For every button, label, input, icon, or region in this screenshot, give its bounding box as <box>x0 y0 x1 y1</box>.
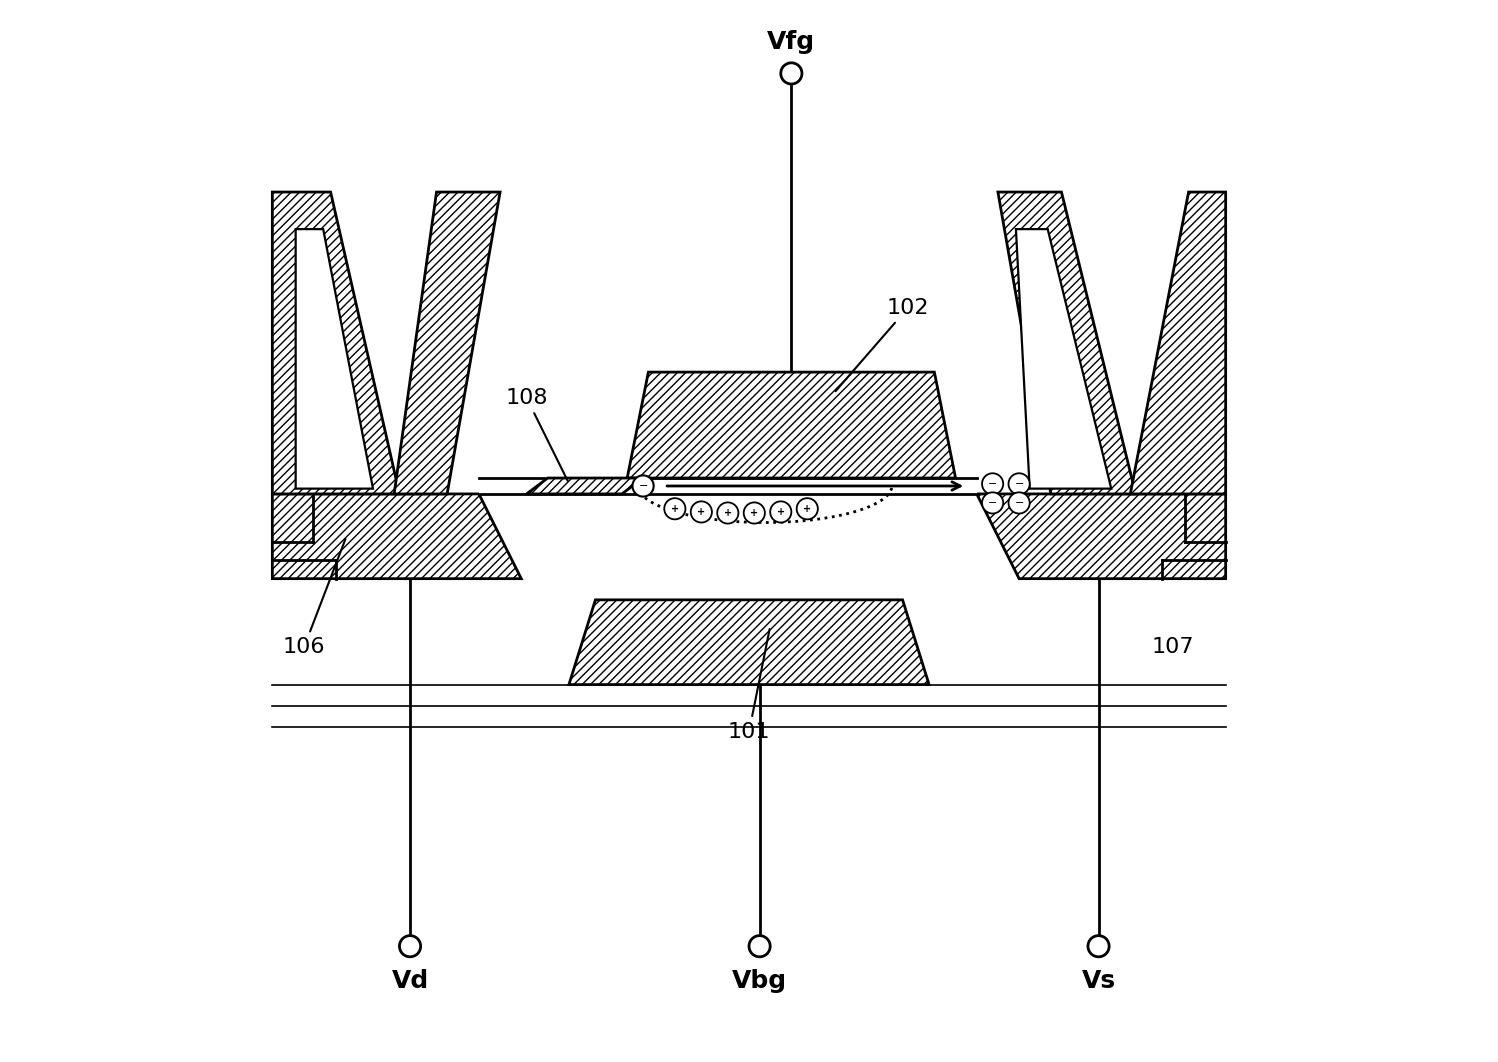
Text: 107: 107 <box>1152 637 1194 656</box>
Polygon shape <box>479 478 977 494</box>
Polygon shape <box>977 494 1225 579</box>
Circle shape <box>400 936 421 957</box>
Text: Vfg: Vfg <box>767 30 815 54</box>
Circle shape <box>1008 474 1029 495</box>
Polygon shape <box>1016 229 1112 489</box>
Text: 102: 102 <box>836 297 929 391</box>
Polygon shape <box>527 478 643 494</box>
Text: 108: 108 <box>505 388 568 481</box>
Text: Vbg: Vbg <box>733 970 786 993</box>
Text: −: − <box>1014 479 1023 489</box>
Circle shape <box>780 63 801 84</box>
Polygon shape <box>998 192 1135 494</box>
Text: −: − <box>1014 498 1023 508</box>
Circle shape <box>797 498 818 519</box>
Polygon shape <box>628 372 956 478</box>
Polygon shape <box>273 494 521 579</box>
Text: +: + <box>777 507 785 517</box>
Text: +: + <box>724 508 733 518</box>
Text: −: − <box>989 479 998 489</box>
Text: 101: 101 <box>728 629 770 741</box>
Text: +: + <box>803 503 812 514</box>
Circle shape <box>983 474 1004 495</box>
Text: +: + <box>671 503 679 514</box>
Text: Vd: Vd <box>391 970 428 993</box>
Polygon shape <box>295 229 373 489</box>
Circle shape <box>1088 936 1109 957</box>
Text: 106: 106 <box>283 538 346 656</box>
Circle shape <box>632 476 653 497</box>
Text: −: − <box>638 481 647 491</box>
Circle shape <box>983 493 1004 514</box>
Polygon shape <box>569 600 929 685</box>
Text: Vs: Vs <box>1082 970 1116 993</box>
Circle shape <box>749 936 770 957</box>
Text: +: + <box>750 508 758 518</box>
Circle shape <box>743 502 765 524</box>
Circle shape <box>664 498 686 519</box>
Circle shape <box>718 502 739 524</box>
Polygon shape <box>1131 192 1225 494</box>
Circle shape <box>770 501 791 523</box>
Text: −: − <box>989 498 998 508</box>
Circle shape <box>691 501 712 523</box>
Circle shape <box>1008 493 1029 514</box>
Text: +: + <box>697 507 706 517</box>
Polygon shape <box>273 192 400 494</box>
Polygon shape <box>394 192 500 494</box>
